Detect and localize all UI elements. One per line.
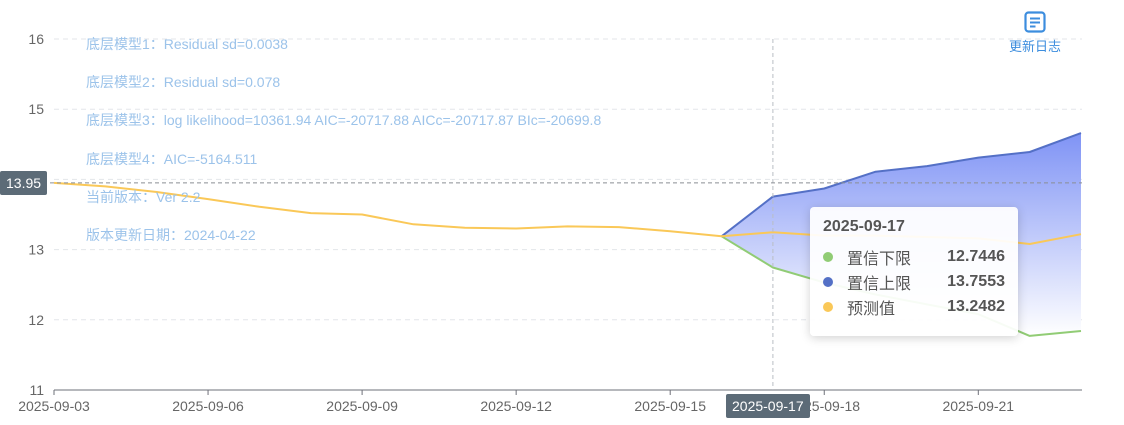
legend-dot-lower xyxy=(823,251,833,262)
x-crosshair-label: 2025-09-17 xyxy=(726,394,810,418)
tooltip-value: 13.7553 xyxy=(947,272,1005,290)
chart-tooltip: 2025-09-17 置信下限 12.7446 置信上限 13.7553 预测值… xyxy=(810,207,1018,336)
y-tick-label: 13 xyxy=(28,242,44,258)
tooltip-row-lower: 置信下限 12.7446 xyxy=(823,244,1005,269)
version-info: 当前版本：Ver 2.2 xyxy=(86,189,201,205)
tooltip-row-forecast: 预测值 13.2482 xyxy=(823,294,1005,319)
y-tick-label: 16 xyxy=(28,31,44,47)
tooltip-name: 预测值 xyxy=(847,300,896,318)
model1-info: 底层模型1：Residual sd=0.0038 xyxy=(86,36,288,52)
model3-info: 底层模型3：log likelihood=10361.94 AIC=-20717… xyxy=(86,112,602,128)
tooltip-value: 12.7446 xyxy=(947,247,1005,265)
x-tick-label: 2025-09-12 xyxy=(480,398,552,414)
tooltip-value: 13.2482 xyxy=(947,297,1005,315)
tooltip-row-upper: 置信上限 13.7553 xyxy=(823,269,1005,294)
x-tick-label: 2025-09-09 xyxy=(326,398,398,414)
y-crosshair-label: 13.95 xyxy=(0,171,48,195)
model4-info: 底层模型4：AIC=-5164.511 xyxy=(86,151,258,167)
x-tick-label: 2025-09-03 xyxy=(18,398,90,414)
changelog-button[interactable]: 更新日志 xyxy=(1004,10,1066,55)
y-tick-label: 12 xyxy=(28,312,44,328)
x-tick-label: 2025-09-15 xyxy=(634,398,706,414)
y-tick-label: 11 xyxy=(29,382,44,398)
update-date-info: 版本更新日期：2024-04-22 xyxy=(86,227,256,243)
changelog-label: 更新日志 xyxy=(1008,39,1061,54)
tooltip-name: 置信下限 xyxy=(847,250,912,268)
tooltip-title: 2025-09-17 xyxy=(823,218,905,235)
y-tick-label: 15 xyxy=(28,101,44,117)
x-tick-label: 2025-09-06 xyxy=(172,398,244,414)
series-upper-bound-line xyxy=(720,132,1082,238)
legend-dot-forecast xyxy=(823,301,833,312)
tooltip-name: 置信上限 xyxy=(847,275,912,293)
x-tick-label: 2025-09-21 xyxy=(942,398,1014,414)
document-icon xyxy=(1024,11,1046,33)
model2-info: 底层模型2：Residual sd=0.078 xyxy=(86,74,281,90)
legend-dot-upper xyxy=(823,276,833,287)
